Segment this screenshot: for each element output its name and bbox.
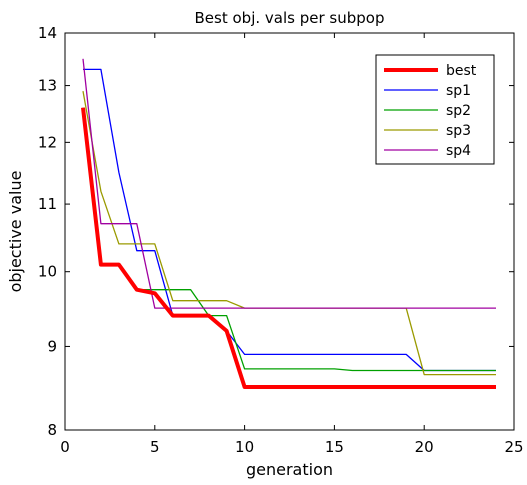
x-tick-label: 25	[504, 438, 523, 456]
x-tick-label: 10	[235, 438, 254, 456]
plot-frame	[64, 32, 515, 431]
legend-label-best: best	[446, 63, 477, 79]
x-tick-label: 5	[150, 438, 160, 456]
y-tick-label: 12	[38, 133, 57, 151]
x-tick-label: 15	[325, 438, 344, 456]
y-tick-label: 11	[38, 195, 57, 213]
x-tick-label: 0	[60, 438, 70, 456]
y-tick-label: 10	[38, 263, 57, 281]
legend-label-sp2: sp2	[446, 103, 471, 119]
legend-label-sp1: sp1	[446, 83, 471, 99]
legend: best sp1 sp2 sp3 sp4	[375, 54, 495, 165]
y-tick-label: 14	[38, 24, 57, 42]
y-tick-label: 8	[47, 421, 57, 439]
y-tick-label: 13	[38, 77, 57, 95]
x-tick-label: 20	[415, 438, 434, 456]
series-line-best	[81, 107, 496, 389]
series-layer	[81, 58, 496, 389]
legend-label-sp3: sp3	[446, 123, 471, 139]
chart-title: Best obj. vals per subpop	[195, 9, 385, 27]
x-axis-label: generation	[246, 460, 333, 479]
legend-label-sp4: sp4	[446, 143, 471, 159]
y-tick-label: 9	[47, 337, 57, 355]
series-line-sp2	[82, 107, 496, 372]
tick-layer: 0 5 10 15 20 25 8 9 10 11 12 13 14	[38, 24, 524, 456]
y-axis-label: objective value	[6, 171, 25, 293]
